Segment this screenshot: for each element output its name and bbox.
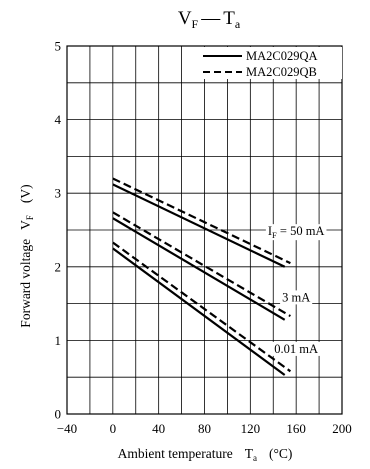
plot-frame bbox=[66, 45, 343, 415]
x-tick-label: −40 bbox=[57, 421, 77, 436]
current-annotations: IF = 50 mA 3 mA 0.01 mA bbox=[265, 224, 327, 356]
annotation-background bbox=[280, 290, 313, 305]
y-tick-label: 4 bbox=[55, 112, 62, 127]
chart-title: VF — Ta bbox=[178, 8, 241, 31]
x-tick-label: 40 bbox=[152, 421, 165, 436]
y-tick-label: 5 bbox=[55, 39, 62, 54]
annotation-background bbox=[272, 341, 321, 356]
y-tick-labels: 0 1 2 3 4 5 bbox=[55, 39, 62, 422]
x-tick-label: 0 bbox=[110, 421, 117, 436]
legend-label-qa: MA2C029QA bbox=[246, 49, 318, 63]
annotation-label: 3 mA bbox=[282, 290, 310, 304]
x-tick-label: 200 bbox=[332, 421, 352, 436]
y-tick-label: 1 bbox=[55, 333, 62, 348]
series-line-MA2C029QA bbox=[112, 183, 286, 268]
series-line-MA2C029QA bbox=[112, 217, 286, 321]
series-line-MA2C029QB bbox=[112, 177, 291, 265]
annotation-label: 0.01 mA bbox=[274, 342, 318, 356]
y-tick-label: 0 bbox=[55, 407, 62, 422]
y-tick-label: 2 bbox=[55, 259, 62, 274]
legend-label-qb: MA2C029QB bbox=[246, 65, 317, 79]
annotation-label: IF = 50 mA bbox=[268, 224, 325, 240]
series-line-MA2C029QA bbox=[112, 247, 286, 376]
x-tick-label: 80 bbox=[198, 421, 211, 436]
y-axis-label: Forward voltageVF(V) bbox=[18, 184, 35, 327]
x-tick-labels: −40 0 40 80 120 160 200 bbox=[57, 421, 352, 436]
series-line-MA2C029QB bbox=[112, 241, 292, 373]
y-tick-label: 3 bbox=[55, 186, 62, 201]
x-tick-label: 160 bbox=[286, 421, 306, 436]
legend-background bbox=[197, 47, 342, 79]
annotation-background bbox=[265, 224, 327, 241]
x-tick-label: 120 bbox=[241, 421, 261, 436]
series-line-MA2C029QB bbox=[112, 211, 291, 318]
series-lines bbox=[112, 177, 292, 376]
legend: MA2C029QA MA2C029QB bbox=[197, 47, 342, 79]
x-axis-label: Ambient temperature Ta (°C) bbox=[118, 446, 293, 463]
